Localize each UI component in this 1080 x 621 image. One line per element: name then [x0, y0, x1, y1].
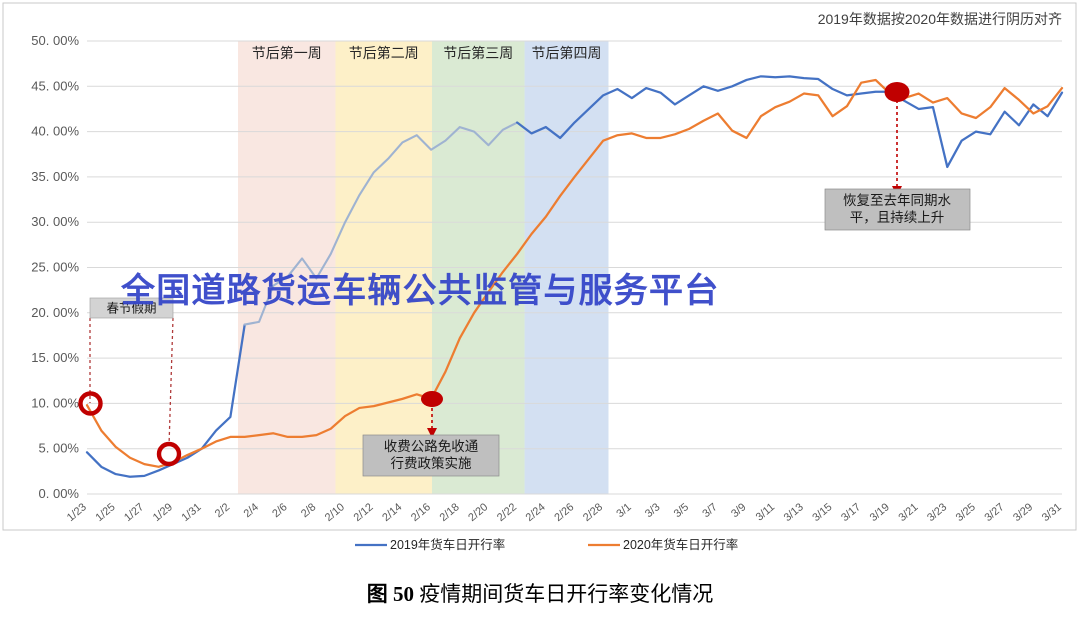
svg-text:恢复至去年同期水: 恢复至去年同期水 — [843, 192, 951, 208]
svg-text:2019年货车日开行率: 2019年货车日开行率 — [390, 537, 505, 552]
svg-text:20. 00%: 20. 00% — [31, 305, 79, 320]
svg-text:平，且持续上升: 平，且持续上升 — [850, 210, 945, 225]
svg-text:40. 00%: 40. 00% — [31, 124, 79, 139]
svg-text:0. 00%: 0. 00% — [39, 486, 80, 501]
svg-text:节后第一周: 节后第一周 — [252, 45, 322, 61]
svg-text:节后第四周: 节后第四周 — [532, 45, 602, 61]
svg-text:10. 00%: 10. 00% — [31, 395, 79, 410]
svg-text:2020年货车日开行率: 2020年货车日开行率 — [623, 537, 738, 552]
svg-text:30. 00%: 30. 00% — [31, 214, 79, 229]
svg-text:50. 00%: 50. 00% — [31, 33, 79, 48]
svg-text:收费公路免收通: 收费公路免收通 — [384, 439, 479, 454]
svg-text:5. 00%: 5. 00% — [39, 441, 80, 456]
svg-text:节后第二周: 节后第二周 — [349, 45, 419, 61]
svg-text:全国道路货运车辆公共监管与服务平台: 全国道路货运车辆公共监管与服务平台 — [120, 271, 719, 310]
svg-text:节后第三周: 节后第三周 — [443, 45, 513, 61]
svg-text:15. 00%: 15. 00% — [31, 350, 79, 365]
svg-text:45. 00%: 45. 00% — [31, 78, 79, 93]
svg-text:25. 00%: 25. 00% — [31, 260, 79, 275]
svg-text:2019年数据按2020年数据进行阴历对齐: 2019年数据按2020年数据进行阴历对齐 — [818, 11, 1062, 27]
svg-text:35. 00%: 35. 00% — [31, 169, 79, 184]
svg-text:行费政策实施: 行费政策实施 — [391, 455, 472, 471]
